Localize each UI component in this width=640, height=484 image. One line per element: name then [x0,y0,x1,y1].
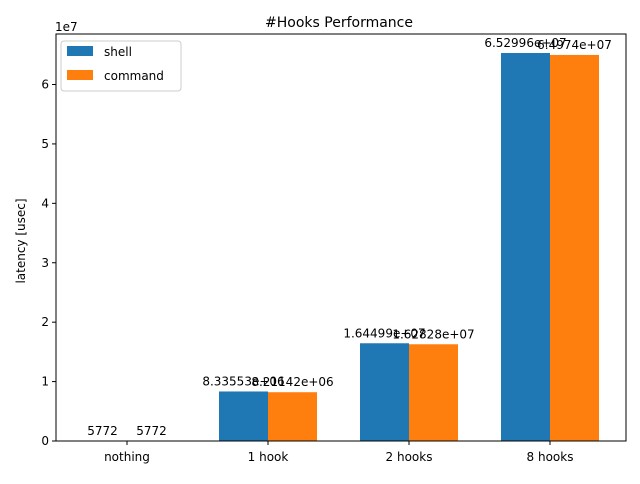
bar-shell-2-hooks [360,343,409,441]
y-tick-label: 1 [41,375,49,389]
y-tick-label: 0 [41,434,49,448]
data-label-command-nothing: 5772 [136,424,167,438]
data-label-shell-nothing: 5772 [87,424,118,438]
y-axis-offset-label: 1e7 [55,20,78,34]
x-tick-label: 2 hooks [386,450,433,464]
legend: shell command [61,41,181,91]
y-axis-label: latency [usec] [14,198,28,283]
legend-swatch-command [67,70,93,80]
y-tick-label: 6 [41,78,49,92]
bar-command-2-hooks [409,344,458,441]
y-tick-label: 3 [41,256,49,270]
bar-shell-1-hook [219,391,268,441]
legend-label-shell: shell [104,45,132,59]
y-tick-label: 4 [41,196,49,210]
legend-swatch-shell [67,46,93,56]
x-tick-label: nothing [104,450,150,464]
bar-command-8-hooks [550,55,599,441]
data-label-command-8-hooks: 6.4974e+07 [537,38,612,52]
bar-shell-8-hooks [501,53,550,441]
bar-command-1-hook [268,392,317,441]
y-tick-label: 5 [41,137,49,151]
data-label-command-1-hook: 8.21142e+06 [251,375,333,389]
data-label-command-2-hooks: 1.62828e+07 [392,327,474,341]
x-tick-label: 8 hooks [527,450,574,464]
x-tick-label: 1 hook [248,450,289,464]
y-tick-label: 2 [41,315,49,329]
chart-title: #Hooks Performance [265,15,413,31]
legend-label-command: command [104,69,164,83]
